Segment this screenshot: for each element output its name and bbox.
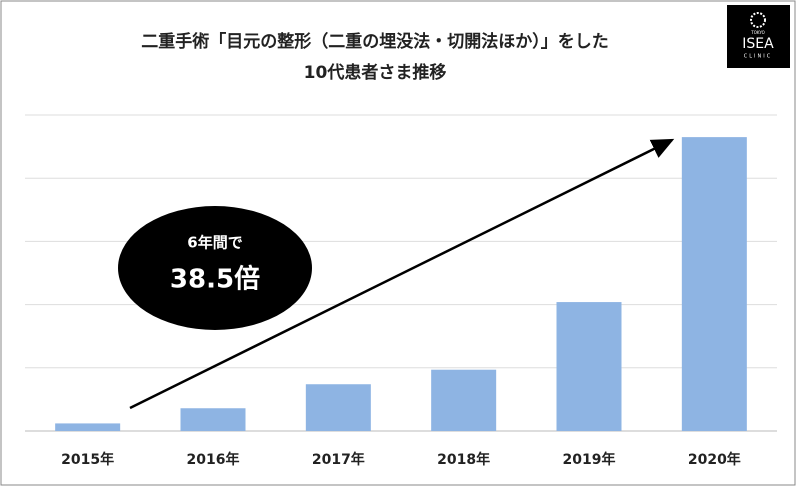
- logo-bottom: CLINIC: [744, 54, 772, 60]
- chart-subtitle: 10代患者さま推移: [304, 62, 447, 83]
- x-tick-label: 2017年: [312, 451, 365, 468]
- plot: 2015年 2016年 2017年 2018年 2019年 2020年: [25, 114, 777, 468]
- x-tick-label: 2018年: [437, 451, 490, 468]
- bar: [681, 137, 747, 431]
- x-tick-label: 2016年: [187, 451, 240, 468]
- trend-arrow: [129, 138, 675, 410]
- bar: [180, 408, 246, 431]
- bar: [431, 369, 497, 431]
- chart-title: 二重手術「目元の整形（二重の埋没法・切開法ほか）」をした: [141, 31, 609, 52]
- x-tick-label: 2015年: [61, 451, 114, 468]
- callout-text: 6年間で: [187, 234, 242, 252]
- x-tick-label: 2019年: [563, 451, 616, 468]
- logo-top: TOKYO: [750, 30, 764, 35]
- bar: [55, 423, 121, 431]
- callout: [118, 206, 312, 330]
- logo-box: [727, 5, 790, 68]
- overlay: 6年間で 38.5倍: [118, 138, 675, 410]
- callout-value: 38.5倍: [170, 264, 260, 295]
- x-tick-label: 2020年: [688, 451, 741, 468]
- bar: [305, 384, 371, 431]
- logo-name: ISEA: [742, 36, 774, 52]
- bar: [556, 302, 622, 431]
- logo: TOKYO ISEA CLINIC: [727, 5, 790, 68]
- logo-icon: [750, 12, 766, 28]
